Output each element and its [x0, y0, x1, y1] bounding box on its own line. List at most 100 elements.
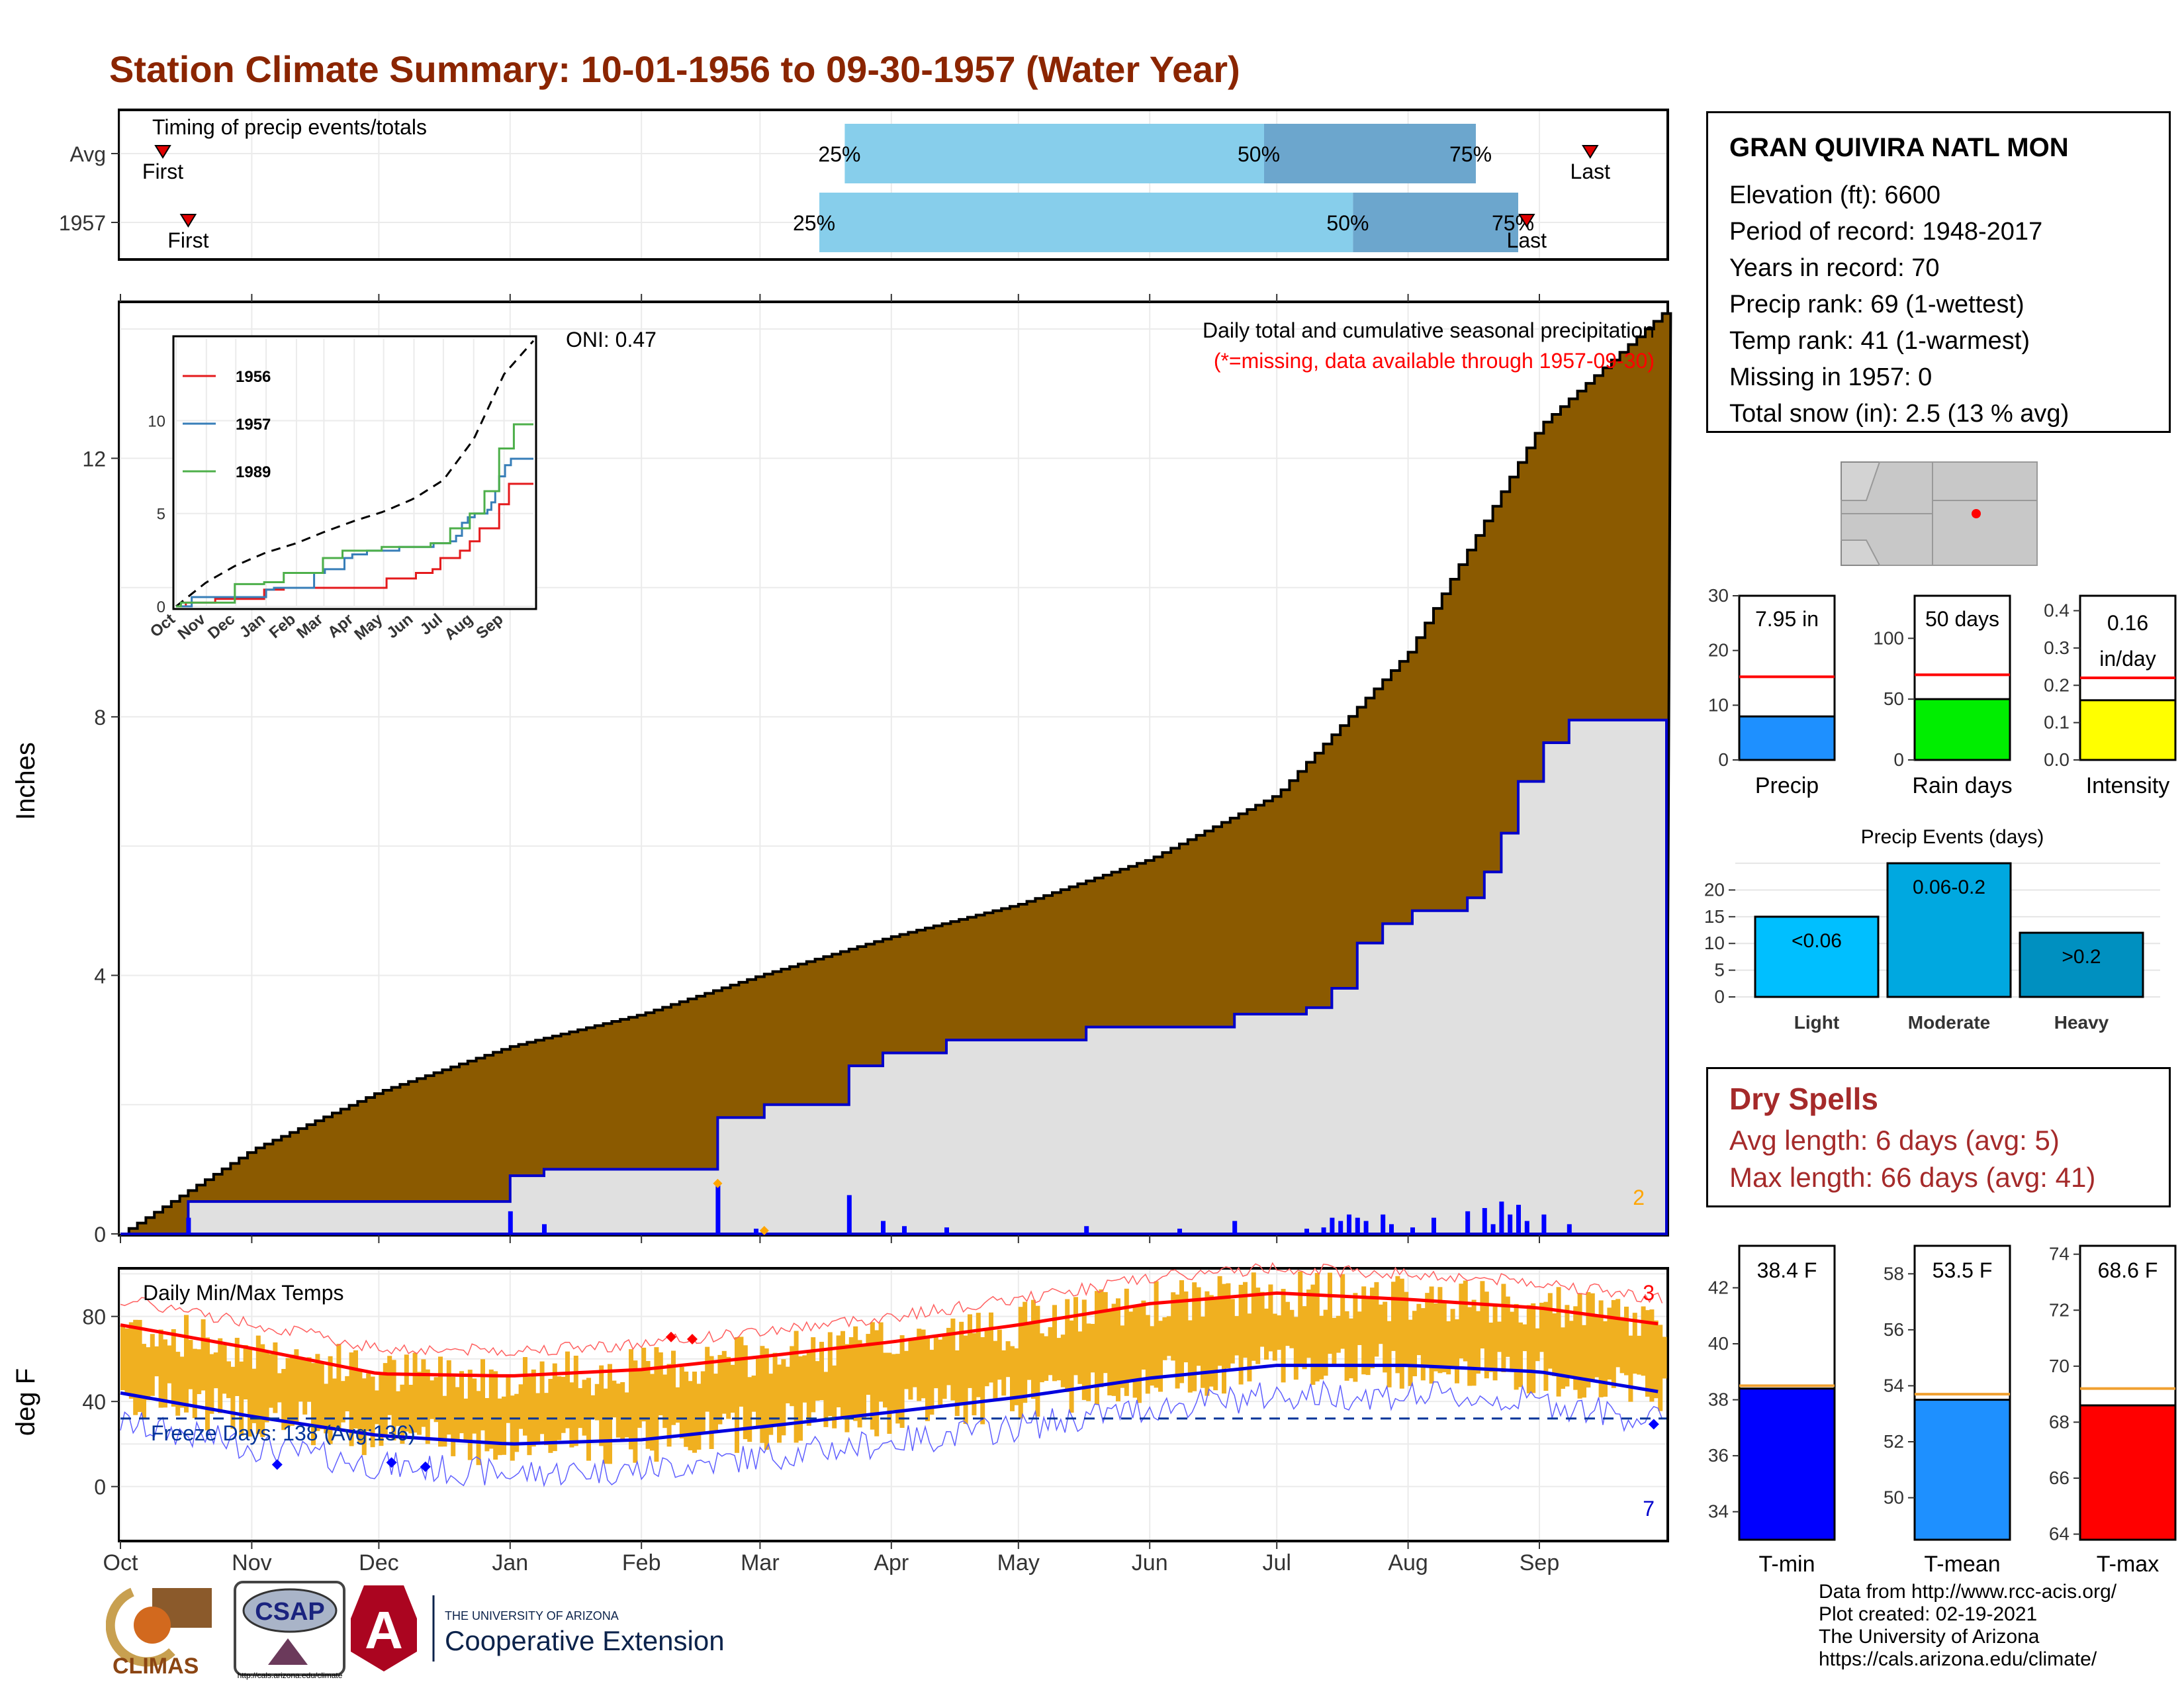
pct-50-label: 50% — [1326, 211, 1369, 235]
daily-temp-bar — [603, 1388, 608, 1464]
daily-temp-bar — [1230, 1299, 1235, 1364]
precip-panel: 0 4 8 12 Daily total and cumulative seasona… — [11, 294, 1672, 1244]
credit-line: Data from http://www.rcc-acis.org/ — [1819, 1581, 2117, 1603]
events-bar — [1886, 862, 2012, 998]
month-label: May — [997, 1550, 1040, 1575]
daily-temp-bar — [561, 1376, 566, 1433]
daily-temp-bar — [1111, 1303, 1116, 1396]
daily-temp-bar — [1463, 1280, 1468, 1362]
daily-temp-bar — [412, 1352, 418, 1433]
daily-temp-bar — [688, 1381, 693, 1450]
daily-precip-bar — [846, 1195, 852, 1234]
station-info-box: GRAN QUIVIRA NATL MON Elevation (ft): 66… — [1706, 111, 2171, 433]
daily-temp-bar — [1446, 1321, 1451, 1375]
daily-temp-bar — [188, 1340, 193, 1389]
timing-bar-25-50 — [844, 124, 1264, 183]
max-record-count: 3 — [1643, 1281, 1655, 1305]
daily-temp-bar — [696, 1383, 702, 1450]
mini-bar-tick: 0.1 — [2044, 712, 2070, 733]
temp-bar-value-text: 38.4 F — [1757, 1258, 1817, 1282]
daily-temp-bar — [387, 1356, 392, 1415]
mini-bar-tick: 20 — [1708, 640, 1729, 661]
daily-temp-bar — [608, 1364, 612, 1464]
daily-temp-bar — [1213, 1299, 1218, 1391]
events-bar — [1754, 915, 1880, 998]
daily-temp-bar — [1010, 1346, 1015, 1411]
mini-bar-tick: 0.3 — [2044, 637, 2070, 658]
mini-bar-value-text: 50 days — [1925, 607, 1999, 631]
daily-temp-bar — [1026, 1321, 1032, 1380]
daily-temp-bar — [142, 1344, 146, 1418]
daily-temp-bar — [645, 1361, 651, 1449]
daily-temp-bar — [1539, 1302, 1544, 1352]
mini-bar-tick: 0.4 — [2044, 600, 2070, 621]
temp-bar-tick: 72 — [2049, 1299, 2070, 1320]
daily-temp-bar — [518, 1384, 523, 1429]
record-low-marker — [1648, 1419, 1659, 1430]
daily-temp-bar — [887, 1352, 892, 1434]
daily-temp-bar — [624, 1392, 629, 1438]
daily-temp-bar — [484, 1397, 490, 1452]
daily-temp-bar — [633, 1360, 638, 1463]
mini-bar-tick: 100 — [1873, 628, 1904, 648]
year-cumulative-area — [120, 718, 1668, 1235]
temp-ytick: 0 — [94, 1476, 106, 1499]
daily-temp-bar — [167, 1345, 172, 1383]
daily-temp-bar — [650, 1374, 655, 1451]
daily-temp-bar — [1628, 1335, 1633, 1402]
daily-temp-bar — [1556, 1287, 1561, 1397]
daily-temp-bar — [548, 1379, 553, 1453]
daily-precip-bar — [902, 1226, 907, 1234]
daily-temp-bar — [1179, 1280, 1184, 1383]
svg-text:A: A — [365, 1601, 403, 1660]
daily-temp-bar — [1039, 1333, 1044, 1383]
daily-temp-bar — [311, 1363, 316, 1446]
daily-temp-bar — [251, 1368, 257, 1423]
mini-bar-value — [2079, 699, 2177, 761]
daily-temp-bar — [396, 1391, 400, 1427]
precip-ytick: 8 — [94, 706, 106, 729]
daily-temp-bar — [1014, 1348, 1019, 1405]
daily-temp-bar — [1412, 1311, 1417, 1377]
precip-subtitle: Daily total and cumulative seasonal prec… — [1203, 318, 1655, 342]
daily-temp-bar — [1323, 1309, 1328, 1376]
record-low-marker — [420, 1461, 431, 1472]
daily-temp-bar — [1649, 1309, 1655, 1402]
mini-bar-value — [1913, 698, 2011, 761]
daily-temp-bar — [1217, 1276, 1222, 1366]
daily-temp-bar — [1526, 1305, 1531, 1393]
daily-temp-bar — [705, 1346, 710, 1412]
daily-temp-bar — [1132, 1306, 1138, 1398]
daily-temp-bar — [137, 1319, 142, 1413]
daily-temp-bar — [345, 1376, 350, 1412]
avg-min-line — [120, 1364, 1659, 1446]
daily-temp-bar — [1577, 1293, 1582, 1399]
daily-precip-bar — [1363, 1221, 1369, 1234]
daily-temp-bar — [1361, 1286, 1367, 1375]
events-bar-label: 0.06-0.2 — [1913, 876, 1985, 898]
daily-temp-bar — [1349, 1318, 1353, 1379]
station-name: GRAN QUIVIRA NATL MON — [1729, 133, 2069, 162]
daily-temp-bar — [201, 1319, 206, 1391]
station-info-line: Elevation (ft): 6600 — [1729, 181, 1940, 209]
daily-temp-bar — [1005, 1341, 1011, 1378]
month-label: Feb — [622, 1550, 661, 1575]
daily-precip-bar — [542, 1224, 547, 1234]
station-info-line: Period of record: 1948-2017 — [1729, 218, 2043, 246]
daily-temp-bar — [756, 1358, 760, 1426]
daily-temp-bar — [1035, 1305, 1040, 1417]
daily-temp-bar — [959, 1321, 964, 1405]
timing-bar-50-75 — [1264, 124, 1476, 183]
daily-temp-bar — [1420, 1308, 1426, 1381]
daily-temp-bar — [433, 1377, 439, 1423]
daily-temp-bar — [306, 1357, 312, 1402]
daily-temp-bar — [1145, 1315, 1150, 1394]
daily-temp-bar — [908, 1340, 913, 1400]
daily-temp-bar — [379, 1372, 384, 1446]
daily-temp-bar — [1023, 1301, 1028, 1403]
daily-temp-bar — [925, 1336, 930, 1421]
daily-temp-bar — [408, 1384, 414, 1434]
daily-temp-bar — [1645, 1310, 1650, 1397]
mini-bar-label: Intensity — [2086, 773, 2170, 798]
events-bar — [2019, 931, 2144, 998]
